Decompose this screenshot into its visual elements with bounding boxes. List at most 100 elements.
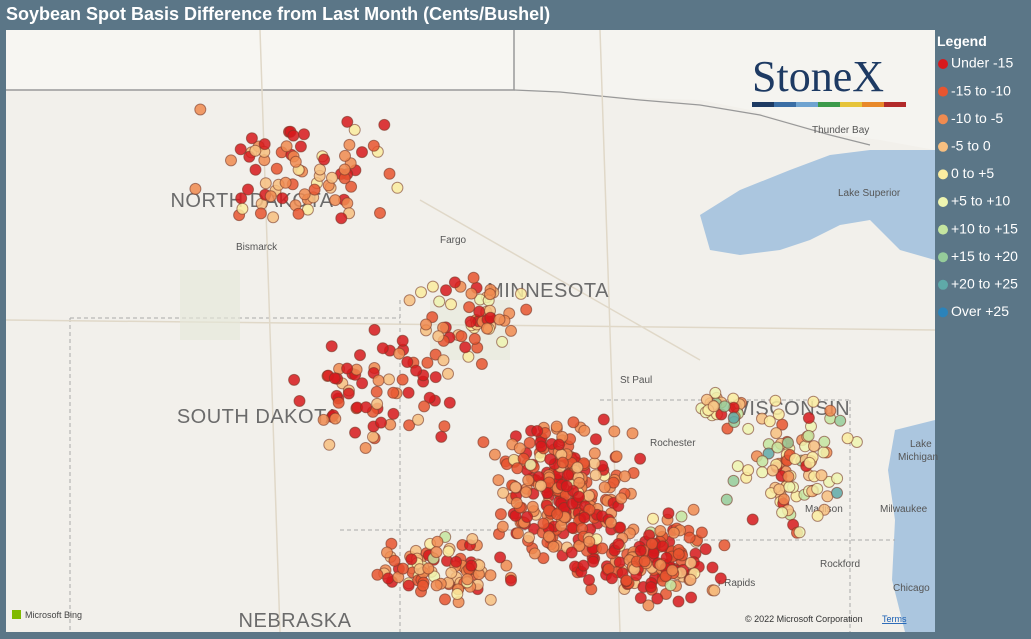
map-point: [292, 207, 305, 220]
map-point: [656, 540, 669, 553]
map-point: [356, 146, 368, 159]
region-label: SOUTH DAKOTA: [177, 406, 339, 428]
map-point: [484, 593, 497, 606]
legend-label: -5 to 0: [951, 138, 991, 154]
map-point: [481, 322, 493, 335]
map-point: [376, 342, 389, 355]
map-point: [777, 493, 790, 506]
map-point: [387, 386, 400, 399]
map-point: [451, 588, 464, 600]
map-point: [817, 446, 830, 459]
map-point: [560, 480, 573, 493]
map-point: [493, 313, 506, 326]
map-point: [343, 138, 356, 151]
map-point: [403, 294, 416, 307]
map-point: [573, 476, 586, 489]
map-point: [423, 391, 436, 404]
map-point: [338, 163, 351, 176]
points: [189, 103, 863, 612]
map-point: [654, 559, 667, 571]
legend-label: -15 to -10: [951, 82, 1011, 98]
map-point: [608, 425, 621, 438]
map-point: [431, 535, 444, 548]
map-point: [509, 481, 522, 494]
map-point: [455, 330, 468, 343]
legend-label: +20 to +25: [951, 276, 1018, 292]
map-point: [356, 377, 369, 390]
map-point: [634, 592, 647, 604]
map-point: [626, 427, 639, 440]
map-point: [397, 562, 409, 575]
bing-icon: [12, 610, 21, 619]
place-label: Chicago: [893, 583, 930, 594]
place-label: Bismarck: [236, 242, 278, 253]
region-label: NEBRASKA: [239, 610, 352, 632]
map-point: [537, 517, 550, 530]
legend-swatch: [938, 169, 948, 180]
map-point: [511, 527, 524, 540]
map-point: [521, 511, 534, 523]
map-point: [403, 419, 416, 432]
map-point: [782, 436, 794, 449]
map-point: [318, 153, 331, 166]
map-point: [802, 412, 815, 424]
map-point: [258, 138, 271, 151]
map-point: [550, 420, 563, 433]
map-point: [264, 190, 277, 203]
map-point: [375, 416, 387, 429]
map-point: [831, 472, 844, 485]
map-point: [308, 183, 321, 196]
map-point: [511, 462, 524, 475]
map-point: [402, 579, 415, 592]
map-point: [445, 298, 457, 311]
map-point: [329, 412, 342, 425]
map-point: [279, 176, 292, 189]
map-point: [672, 548, 685, 561]
legend-label: Under -15: [951, 55, 1013, 71]
map-point: [370, 385, 383, 398]
map-point: [523, 531, 535, 544]
map-point: [298, 128, 310, 141]
map-point: [756, 466, 769, 479]
map-point: [492, 474, 505, 487]
map-point: [783, 480, 796, 493]
terms-link[interactable]: Terms: [882, 614, 907, 624]
map-point: [553, 438, 565, 451]
map-point: [664, 579, 677, 592]
map-point: [565, 546, 578, 559]
map-point: [583, 535, 596, 548]
region-label: MINNESOTA: [487, 280, 609, 302]
map-point: [776, 506, 789, 519]
map-point: [402, 386, 415, 399]
map-point: [811, 509, 824, 522]
map-point: [513, 442, 526, 455]
map-point: [467, 271, 480, 284]
map-point: [464, 315, 477, 328]
map-point: [234, 143, 247, 156]
map-point: [242, 183, 254, 196]
map-point: [418, 400, 431, 413]
map-point: [531, 425, 544, 437]
map-point: [731, 460, 744, 473]
map-point: [289, 155, 302, 168]
map-point: [644, 581, 657, 594]
map-point: [473, 305, 486, 318]
map-point: [789, 453, 801, 465]
map-point: [770, 427, 783, 440]
map-point: [438, 420, 451, 433]
title: Soybean Spot Basis Difference from Last …: [6, 4, 550, 24]
map-point: [287, 129, 300, 142]
map-point: [396, 334, 409, 347]
map-point: [496, 520, 509, 533]
copyright: © 2022 Microsoft Corporation: [745, 614, 863, 624]
legend-swatch: [938, 252, 948, 263]
map-point: [270, 162, 283, 175]
map-point: [567, 416, 580, 429]
map-point: [647, 512, 659, 525]
map-point: [598, 481, 611, 494]
map-point: [683, 531, 696, 544]
map-point: [642, 599, 655, 612]
logo: StoneX: [752, 52, 884, 101]
map-point: [484, 569, 497, 582]
